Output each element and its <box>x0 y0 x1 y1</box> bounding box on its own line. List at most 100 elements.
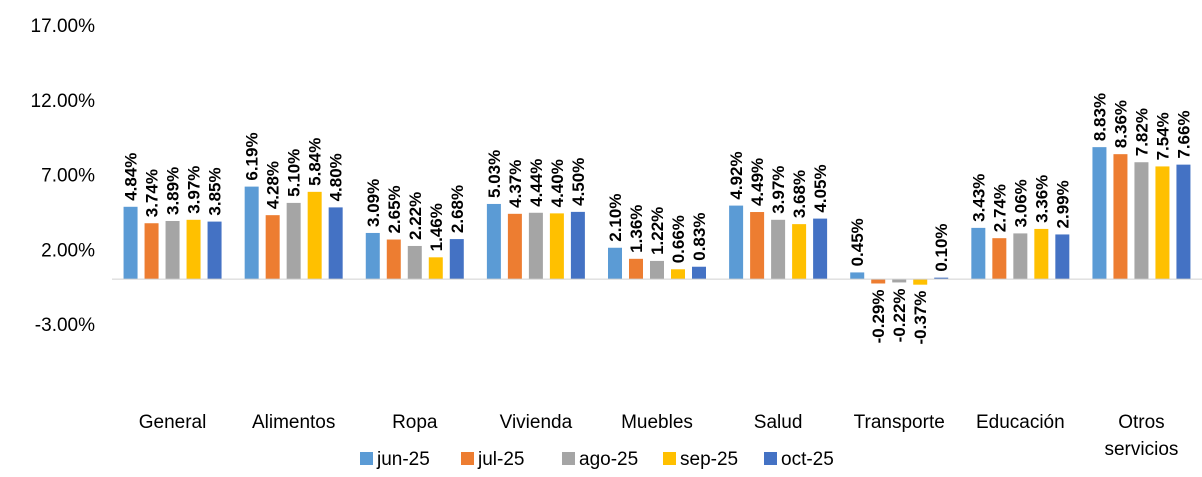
bar <box>144 223 159 280</box>
legend-item: oct-25 <box>764 449 834 470</box>
legend-swatch <box>764 452 777 465</box>
category-label: Otros <box>1118 412 1164 433</box>
data-label: 1.46% <box>427 203 446 251</box>
bar <box>407 245 422 280</box>
legend-item: ago-25 <box>562 449 638 470</box>
data-label: 3.09% <box>364 179 383 227</box>
category-label: Salud <box>754 412 803 433</box>
data-label: 4.84% <box>122 153 141 201</box>
data-labels: 4.84% 3.74% 3.89% 3.97% 3.85%6.19%4.28% 5.10%… <box>122 93 1194 345</box>
bar <box>570 211 585 280</box>
legend-label: ago-25 <box>579 449 638 470</box>
legend-item: jul-25 <box>461 449 524 470</box>
category-label: General <box>139 412 207 433</box>
data-label: 0.45% <box>848 218 867 266</box>
bar <box>750 212 765 280</box>
data-label: 2.68% <box>448 185 467 233</box>
bar <box>1113 154 1128 280</box>
bar <box>186 219 201 280</box>
data-label: 7.54% <box>1153 112 1172 160</box>
category-label: Vivienda <box>500 412 573 433</box>
data-label: 4.05% <box>811 164 830 212</box>
y-tick-label: -3.00% <box>35 315 95 336</box>
data-label: 3.36% <box>1032 175 1051 223</box>
data-label: 2.22% <box>406 192 425 240</box>
bar <box>892 279 907 283</box>
legend-item: sep-25 <box>663 449 738 470</box>
data-label: 4.49% <box>748 158 767 206</box>
category-label: servicios <box>1104 439 1178 460</box>
legend-swatch <box>663 452 676 465</box>
data-label: 3.06% <box>1011 179 1030 227</box>
bar <box>1092 147 1107 280</box>
bar <box>608 247 622 280</box>
bar <box>307 191 322 280</box>
data-label: 2.99% <box>1053 180 1072 228</box>
data-label: -0.37% <box>911 291 930 345</box>
bar <box>265 215 280 280</box>
legend-swatch <box>461 452 474 465</box>
bar <box>850 272 865 280</box>
y-axis: 17.00% 12.00% 7.00% 2.00% -3.00% <box>31 16 96 336</box>
y-tick-label: 2.00% <box>41 240 95 261</box>
category-label: Alimentos <box>252 412 335 433</box>
legend-swatch <box>562 452 575 465</box>
data-label: 7.66% <box>1174 110 1193 158</box>
bar <box>650 260 664 280</box>
data-label: 5.03% <box>485 150 504 198</box>
data-label: 8.83% <box>1090 93 1109 141</box>
data-label: 4.50% <box>569 158 588 206</box>
bar <box>1155 166 1170 280</box>
data-label: 3.97% <box>769 166 788 214</box>
legend-label: sep-25 <box>680 449 738 470</box>
bar <box>692 266 706 280</box>
bar <box>671 269 685 280</box>
data-label: 2.65% <box>385 185 404 233</box>
data-label: 5.10% <box>285 149 304 197</box>
legend: jun-25 jul-25 ago-25 sep-25 oct-25 <box>360 449 834 470</box>
bar <box>449 239 464 280</box>
category-label: Ropa <box>392 412 438 433</box>
bar <box>629 258 643 280</box>
data-label: -0.22% <box>890 288 909 342</box>
data-label: 4.37% <box>506 160 525 208</box>
bar <box>871 279 886 284</box>
data-label: 4.40% <box>548 159 567 207</box>
category-label: Muebles <box>621 412 693 433</box>
data-label: 8.36% <box>1111 100 1130 148</box>
bar <box>123 206 138 280</box>
legend-label: oct-25 <box>781 449 834 470</box>
data-label: 4.80% <box>327 153 346 201</box>
data-label: 4.44% <box>527 159 546 207</box>
bar <box>1055 234 1070 280</box>
data-label: 3.43% <box>969 174 988 222</box>
y-tick-label: 12.00% <box>31 91 96 112</box>
bar <box>428 257 443 280</box>
bar <box>1134 162 1149 280</box>
bar <box>992 238 1007 280</box>
data-label: 4.92% <box>727 151 746 199</box>
data-label: 1.22% <box>648 207 667 255</box>
bar <box>528 212 543 280</box>
data-label: 1.36% <box>627 205 646 253</box>
bar <box>486 203 501 280</box>
data-label: 4.28% <box>264 161 283 209</box>
data-label: 3.97% <box>185 166 204 214</box>
category-labels: General Alimentos Ropa Vivienda Muebles Salud… <box>139 412 1179 460</box>
legend-label: jul-25 <box>477 449 524 470</box>
bar <box>286 202 301 280</box>
bar <box>549 213 564 280</box>
data-label: 5.84% <box>306 138 325 186</box>
data-label: 2.10% <box>606 194 625 242</box>
bar <box>507 213 522 280</box>
legend-swatch <box>360 452 373 465</box>
bar <box>165 220 180 280</box>
bar <box>1034 228 1049 280</box>
data-label: 3.89% <box>164 167 183 215</box>
y-tick-label: 17.00% <box>31 16 96 37</box>
category-label: Educación <box>976 412 1065 433</box>
data-label: 3.68% <box>790 170 809 218</box>
bar <box>365 232 380 280</box>
bar <box>1013 233 1028 280</box>
